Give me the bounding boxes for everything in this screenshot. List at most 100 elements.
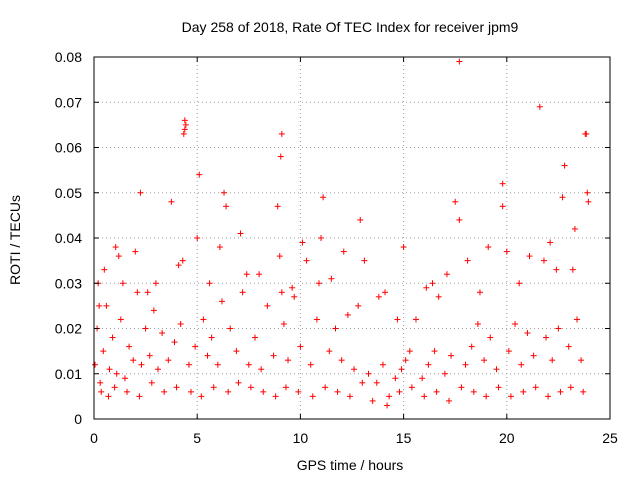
- data-point: [406, 348, 413, 355]
- data-point: [526, 253, 533, 260]
- data-point: [573, 316, 580, 323]
- data-point: [448, 352, 455, 359]
- data-point: [516, 280, 523, 287]
- data-point: [338, 357, 345, 364]
- data-point: [507, 393, 514, 400]
- data-point: [557, 388, 564, 395]
- data-point: [322, 384, 329, 391]
- y-tick-label: 0.02: [55, 321, 82, 337]
- data-point: [112, 244, 119, 251]
- data-point: [307, 361, 314, 368]
- data-point: [369, 397, 376, 404]
- data-point: [361, 257, 368, 264]
- data-point: [121, 375, 128, 382]
- data-point: [565, 343, 572, 350]
- data-point: [379, 361, 386, 368]
- data-point: [344, 311, 351, 318]
- data-point: [408, 384, 415, 391]
- data-point: [487, 334, 494, 341]
- data-point: [168, 198, 175, 205]
- data-point: [412, 316, 419, 323]
- data-point: [138, 361, 145, 368]
- tick-labels: 0 5 10 15 20 25 0 0.01 0.02 0.03 0.04 0.05 0.06 0.07 0…: [55, 49, 618, 446]
- data-point: [545, 393, 552, 400]
- data-point: [109, 334, 116, 341]
- x-tick-label: 15: [396, 430, 412, 446]
- x-tick-label: 10: [293, 430, 309, 446]
- data-point: [245, 361, 252, 368]
- data-point: [115, 253, 122, 260]
- data-point: [373, 379, 380, 386]
- data-point: [179, 257, 186, 264]
- data-point: [216, 244, 223, 251]
- data-point: [200, 316, 207, 323]
- data-point: [210, 384, 217, 391]
- data-point: [543, 334, 550, 341]
- data-point: [476, 289, 483, 296]
- data-point: [503, 248, 510, 255]
- data-point: [351, 366, 358, 373]
- data-point: [142, 325, 149, 332]
- data-point: [328, 275, 335, 282]
- data-point: [458, 384, 465, 391]
- data-point: [578, 357, 585, 364]
- data-point: [456, 58, 463, 65]
- data-point: [276, 253, 283, 260]
- data-point: [512, 320, 519, 327]
- data-point: [235, 379, 242, 386]
- data-point: [493, 366, 500, 373]
- data-point: [126, 343, 133, 350]
- data-point: [569, 266, 576, 273]
- data-point: [173, 384, 180, 391]
- data-point: [303, 257, 310, 264]
- data-point: [181, 126, 188, 133]
- data-point: [137, 189, 144, 196]
- data-point: [134, 289, 141, 296]
- data-point: [188, 388, 195, 395]
- data-point: [132, 248, 139, 255]
- data-point: [223, 203, 230, 210]
- data-point: [165, 357, 172, 364]
- data-point: [159, 330, 166, 337]
- data-point: [583, 130, 590, 137]
- data-point: [518, 361, 525, 368]
- x-tick-label: 25: [602, 430, 618, 446]
- data-point: [198, 393, 205, 400]
- data-point: [136, 393, 143, 400]
- data-point: [441, 370, 448, 377]
- data-point: [295, 388, 302, 395]
- data-point: [423, 284, 430, 291]
- y-axis-label: ROTI / TECUs: [7, 195, 23, 285]
- data-point: [536, 103, 543, 110]
- x-tick-label: 5: [193, 430, 201, 446]
- data-point: [398, 366, 405, 373]
- data-point: [384, 402, 391, 409]
- data-point: [520, 388, 527, 395]
- data-point: [481, 357, 488, 364]
- data-point: [237, 230, 244, 237]
- data-point: [326, 348, 333, 355]
- data-point: [181, 117, 188, 124]
- data-point: [540, 257, 547, 264]
- data-point: [382, 289, 389, 296]
- data-point: [247, 384, 254, 391]
- data-point: [272, 393, 279, 400]
- data-point: [483, 393, 490, 400]
- data-point: [285, 357, 292, 364]
- data-point: [386, 393, 393, 400]
- data-point: [299, 239, 306, 246]
- data-point: [567, 384, 574, 391]
- data-point: [221, 189, 228, 196]
- data-point: [495, 384, 502, 391]
- data-point: [119, 280, 126, 287]
- data-point: [97, 379, 104, 386]
- data-point: [524, 330, 531, 337]
- data-point: [425, 361, 432, 368]
- data-point: [256, 271, 263, 278]
- data-point: [150, 307, 157, 314]
- data-point: [421, 393, 428, 400]
- data-point: [559, 194, 566, 201]
- y-tick-label: 0.04: [55, 230, 82, 246]
- data-point: [320, 194, 327, 201]
- data-point: [532, 384, 539, 391]
